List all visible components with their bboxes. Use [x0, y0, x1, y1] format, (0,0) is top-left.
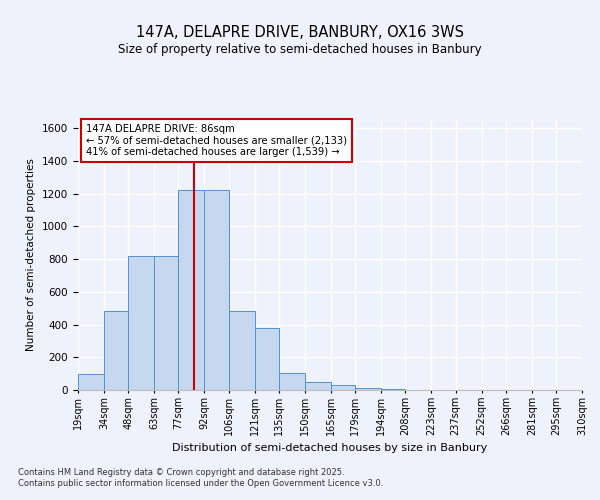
Bar [205, 190, 229, 390]
Bar [128, 256, 154, 390]
Bar [254, 328, 279, 390]
Text: Contains HM Land Registry data © Crown copyright and database right 2025.: Contains HM Land Registry data © Crown c… [18, 468, 344, 477]
Bar [154, 256, 178, 390]
Text: Contains public sector information licensed under the Open Government Licence v3: Contains public sector information licen… [18, 480, 383, 488]
Text: 147A, DELAPRE DRIVE, BANBURY, OX16 3WS: 147A, DELAPRE DRIVE, BANBURY, OX16 3WS [136, 25, 464, 40]
Bar [305, 382, 331, 390]
Y-axis label: Number of semi-detached properties: Number of semi-detached properties [26, 158, 37, 352]
Bar [381, 388, 406, 390]
Text: Size of property relative to semi-detached houses in Banbury: Size of property relative to semi-detach… [118, 44, 482, 57]
Bar [331, 385, 355, 390]
Bar [104, 312, 128, 390]
Bar [78, 374, 104, 390]
Text: 147A DELAPRE DRIVE: 86sqm
← 57% of semi-detached houses are smaller (2,133)
41% : 147A DELAPRE DRIVE: 86sqm ← 57% of semi-… [86, 124, 347, 157]
Bar [355, 388, 381, 390]
Bar [178, 190, 205, 390]
Bar [229, 312, 254, 390]
Bar [279, 373, 305, 390]
X-axis label: Distribution of semi-detached houses by size in Banbury: Distribution of semi-detached houses by … [172, 444, 488, 454]
